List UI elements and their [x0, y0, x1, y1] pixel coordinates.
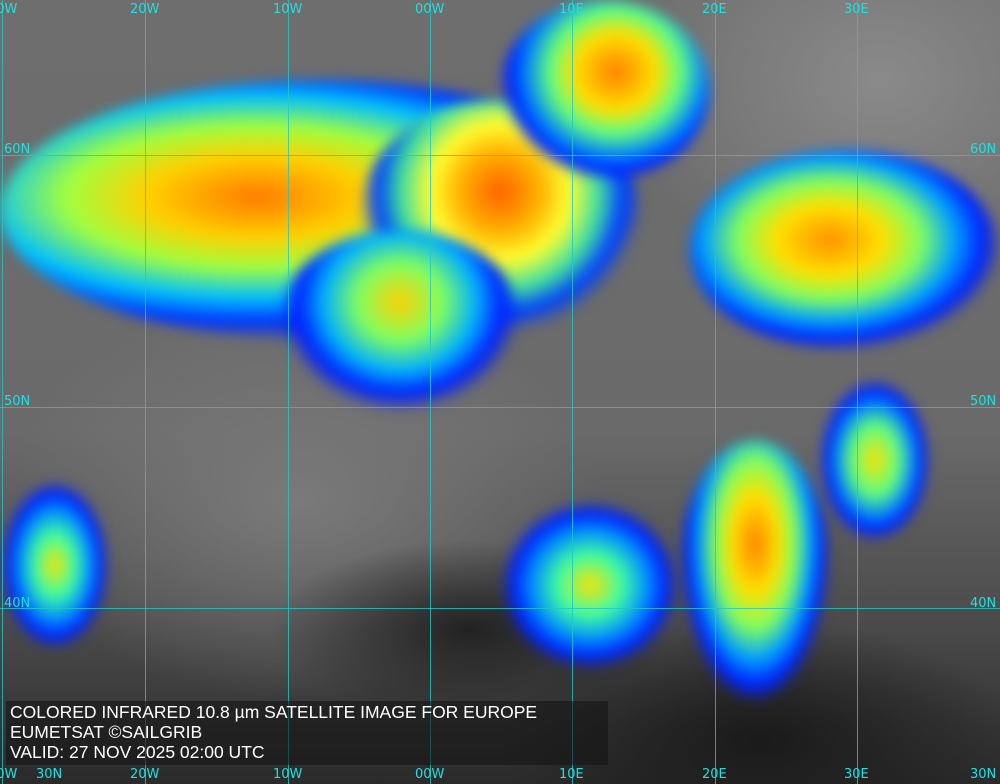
caption-title: COLORED INFRARED 10.8 µm SATELLITE IMAGE… [10, 702, 538, 722]
cloud-band [680, 440, 830, 700]
lon-label-bottom: 20W [130, 767, 160, 782]
lat-label-right: 40N [970, 596, 997, 611]
parallel-40n [0, 608, 1000, 609]
cloud-band [690, 150, 1000, 350]
lon-label-bottom: 30W [0, 767, 18, 782]
lat-label-left: 40N [4, 596, 31, 611]
cloud-band [500, 500, 680, 670]
meridian-00w [430, 0, 431, 784]
meridian-30w [2, 0, 3, 784]
image-caption: COLORED INFRARED 10.8 µm SATELLITE IMAGE… [6, 701, 608, 765]
lat-label-right: 50N [970, 394, 997, 409]
meridian-10e [572, 0, 573, 784]
lat-label-left: 30N [36, 767, 63, 782]
lon-label-top: 30E [844, 2, 869, 17]
meridian-20w [145, 0, 146, 784]
lon-label-top: 00W [415, 2, 445, 17]
cloud-band [280, 230, 520, 410]
meridian-20e [715, 0, 716, 784]
caption-valid-time: VALID: 27 NOV 2025 02:00 UTC [10, 742, 265, 762]
cloud-band [0, 480, 110, 650]
lon-label-bottom: 20E [702, 767, 727, 782]
lon-label-bottom: 10E [559, 767, 584, 782]
lon-label-top: 30W [0, 2, 18, 17]
parallel-60n [0, 155, 1000, 156]
cloud-band [500, 0, 710, 180]
lon-label-top: 10W [273, 2, 303, 17]
meridian-10w [288, 0, 289, 784]
lat-label-right: 30N [970, 767, 997, 782]
caption-source: EUMETSAT ©SAILGRIB [10, 722, 203, 742]
lon-label-bottom: 30E [844, 767, 869, 782]
lon-label-top: 10E [559, 2, 584, 17]
lon-label-bottom: 10W [273, 767, 303, 782]
meridian-30e [857, 0, 858, 784]
lat-label-left: 50N [4, 394, 31, 409]
cloud-band [820, 380, 930, 540]
parallel-50n [0, 407, 1000, 408]
lat-label-left: 60N [4, 142, 31, 157]
lon-label-top: 20W [130, 2, 160, 17]
lon-label-top: 20E [702, 2, 727, 17]
lon-label-bottom: 00W [415, 767, 445, 782]
lat-label-right: 60N [970, 142, 997, 157]
